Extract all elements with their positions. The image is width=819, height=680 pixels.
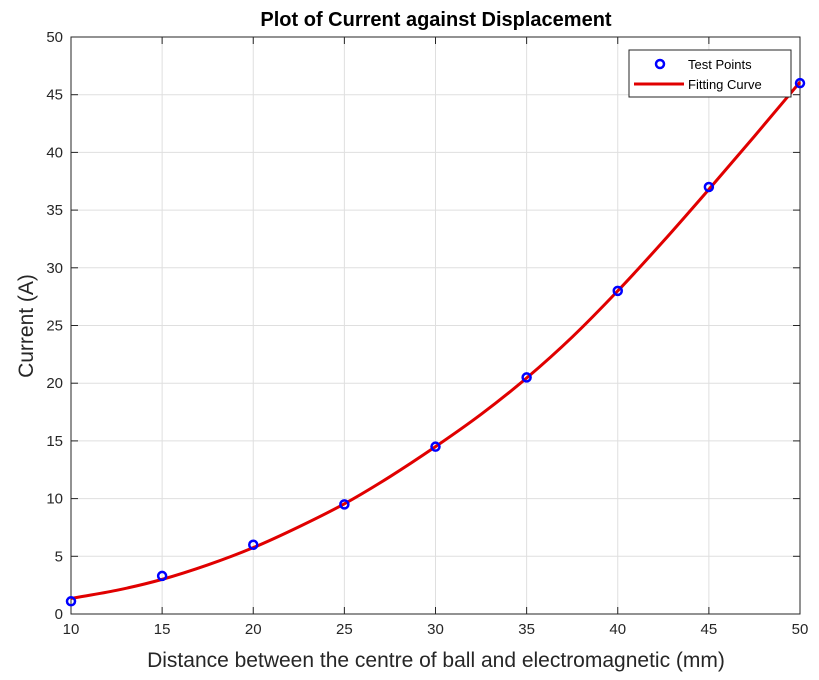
y-tick-label: 10 xyxy=(46,491,63,508)
x-tick-label: 10 xyxy=(63,621,80,638)
x-tick-label: 35 xyxy=(518,621,535,638)
legend-label-test-points: Test Points xyxy=(688,57,752,72)
x-tick-label: 20 xyxy=(245,621,262,638)
test-point xyxy=(248,539,259,551)
x-tick-label: 30 xyxy=(427,621,444,638)
test-point xyxy=(156,570,168,582)
legend-box xyxy=(628,49,792,98)
axis-ticks: 10 15 20 25 30 35 40 45 50 0 5 10 15 20 25 30 35 40 45 50 xyxy=(46,29,808,638)
x-tick-label: 40 xyxy=(609,621,626,638)
y-tick-label: 50 xyxy=(46,29,63,46)
y-tick-label: 40 xyxy=(46,144,63,161)
y-tick-label: 35 xyxy=(46,202,63,219)
y-tick-label: 45 xyxy=(46,87,63,104)
y-tick-label: 30 xyxy=(46,260,63,277)
y-tick-label: 25 xyxy=(46,318,63,335)
y-tick-label: 0 xyxy=(55,606,63,623)
test-point xyxy=(339,499,350,510)
x-axis-label: Distance between the centre of ball and … xyxy=(147,649,725,672)
y-tick-label: 15 xyxy=(46,433,63,450)
test-point xyxy=(521,372,532,383)
test-point xyxy=(794,77,806,89)
x-tick-label: 25 xyxy=(336,621,353,638)
series-layer xyxy=(65,77,806,607)
chart-title: Plot of Current against Displacement xyxy=(260,9,612,31)
x-tick-label: 45 xyxy=(701,621,718,638)
fitting-curve-line xyxy=(70,81,802,600)
test-point xyxy=(430,441,441,452)
y-axis-label: Current (A) xyxy=(15,274,38,378)
x-tick-label: 50 xyxy=(792,621,809,638)
test-point xyxy=(65,596,77,607)
y-tick-label: 5 xyxy=(55,548,63,565)
legend-label-fitting-curve: Fitting Curve xyxy=(688,77,762,92)
y-tick-label: 20 xyxy=(46,375,63,392)
legend-marker-test-points xyxy=(654,58,666,70)
test-point xyxy=(612,285,623,297)
test-point xyxy=(703,181,715,193)
x-tick-label: 15 xyxy=(154,621,171,638)
legend: Test Points Fitting Curve xyxy=(628,49,792,98)
